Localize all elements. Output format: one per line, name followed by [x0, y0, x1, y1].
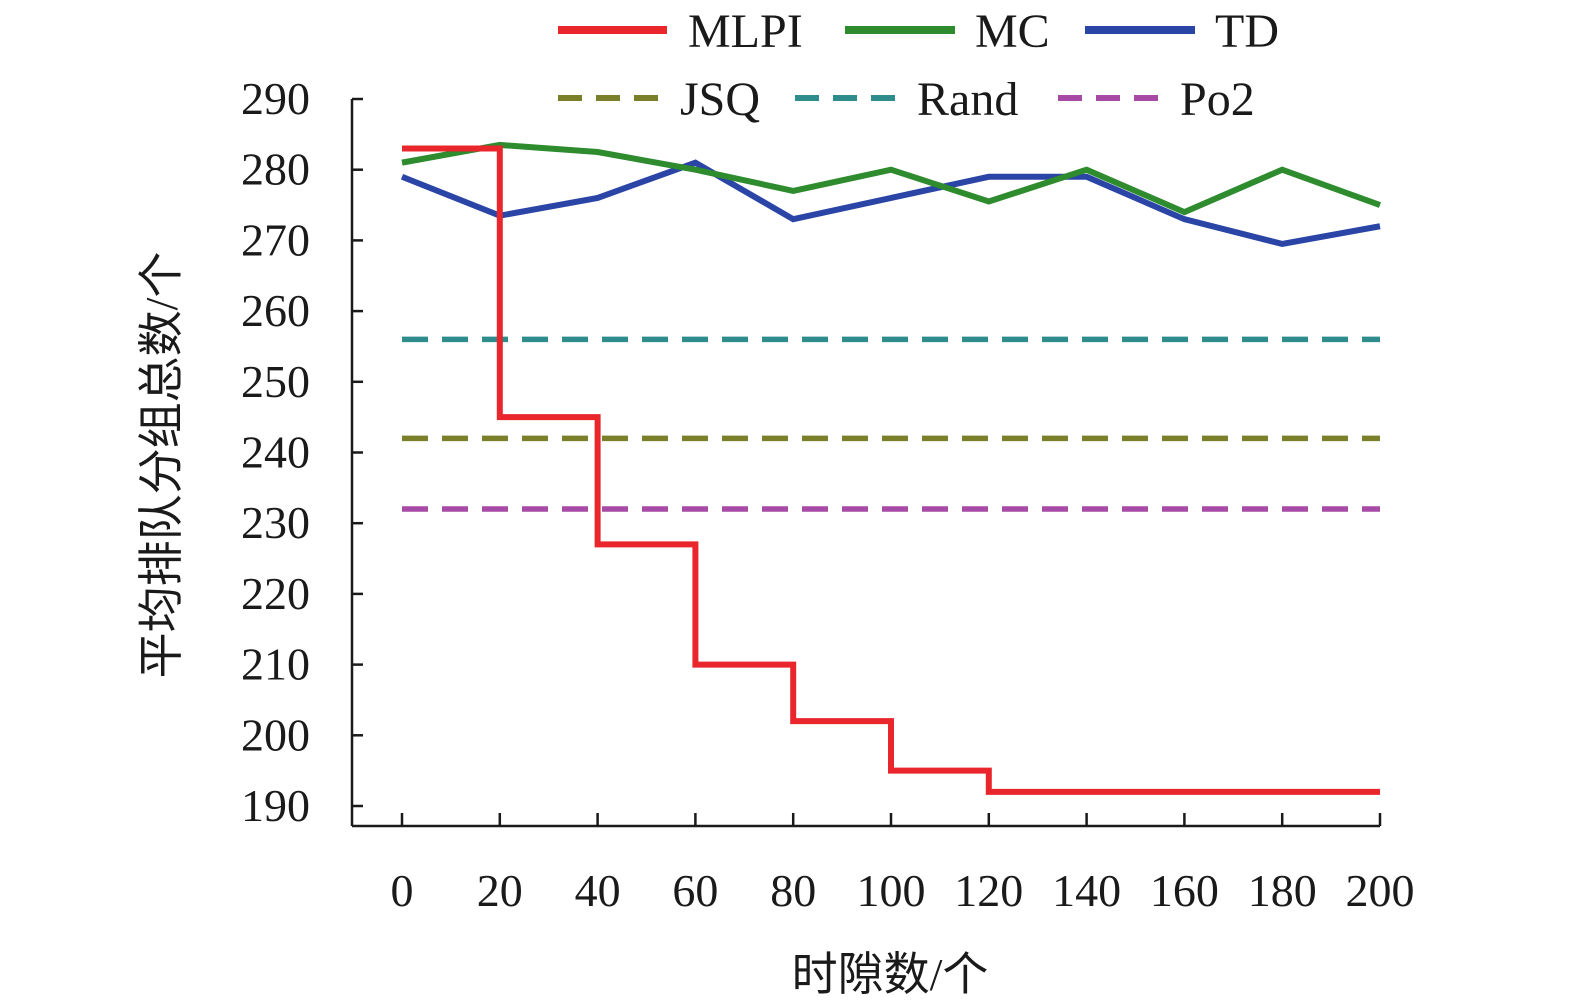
legend-label-mc: MC	[975, 5, 1050, 58]
x-tick-label: 200	[1346, 865, 1415, 916]
y-tick-label: 270	[241, 214, 310, 265]
legend-label-td: TD	[1215, 5, 1279, 58]
y-tick-label: 280	[241, 144, 310, 195]
x-tick-label: 80	[770, 865, 816, 916]
y-tick-label: 250	[241, 356, 310, 407]
x-tick-label: 180	[1248, 865, 1317, 916]
series-line-mlpi	[402, 145, 1380, 795]
x-tick-label: 40	[575, 865, 621, 916]
y-tick-label: 190	[241, 780, 310, 831]
x-ticks: 0 20 40 60 80 100 120 140 160 180 200	[391, 813, 1415, 916]
y-tick-label: 290	[241, 73, 310, 124]
x-axis-label: 时隙数/个	[792, 949, 989, 1000]
x-tick-label: 0	[391, 865, 414, 916]
y-tick-label: 230	[241, 497, 310, 548]
y-tick-label: 210	[241, 639, 310, 690]
legend-label-po2: Po2	[1180, 73, 1255, 126]
y-tick-label: 220	[241, 568, 310, 619]
x-tick-label: 20	[477, 865, 523, 916]
axes	[350, 99, 1380, 828]
y-axis-label: 平均排队分组总数/个	[136, 252, 187, 679]
plot-area	[400, 141, 1382, 795]
series-line-mc	[401, 141, 1382, 216]
series-line-td	[400, 159, 1381, 248]
y-tick-label: 240	[241, 427, 310, 478]
y-tick-label: 200	[241, 709, 310, 760]
legend-label-mlpi: MLPI	[688, 5, 803, 58]
x-tick-label: 100	[857, 865, 926, 916]
legend-label-rand: Rand	[917, 73, 1018, 126]
legend: MLPI MC TD JSQ Rand Po2	[558, 5, 1279, 126]
legend-label-jsq: JSQ	[680, 73, 760, 126]
y-ticks: 190 200 210 220 230 240 250 260 270 280 290	[241, 73, 363, 831]
x-tick-label: 60	[672, 865, 718, 916]
y-tick-label: 260	[241, 285, 310, 336]
x-tick-label: 160	[1150, 865, 1219, 916]
x-tick-label: 120	[954, 865, 1023, 916]
x-tick-label: 140	[1052, 865, 1121, 916]
